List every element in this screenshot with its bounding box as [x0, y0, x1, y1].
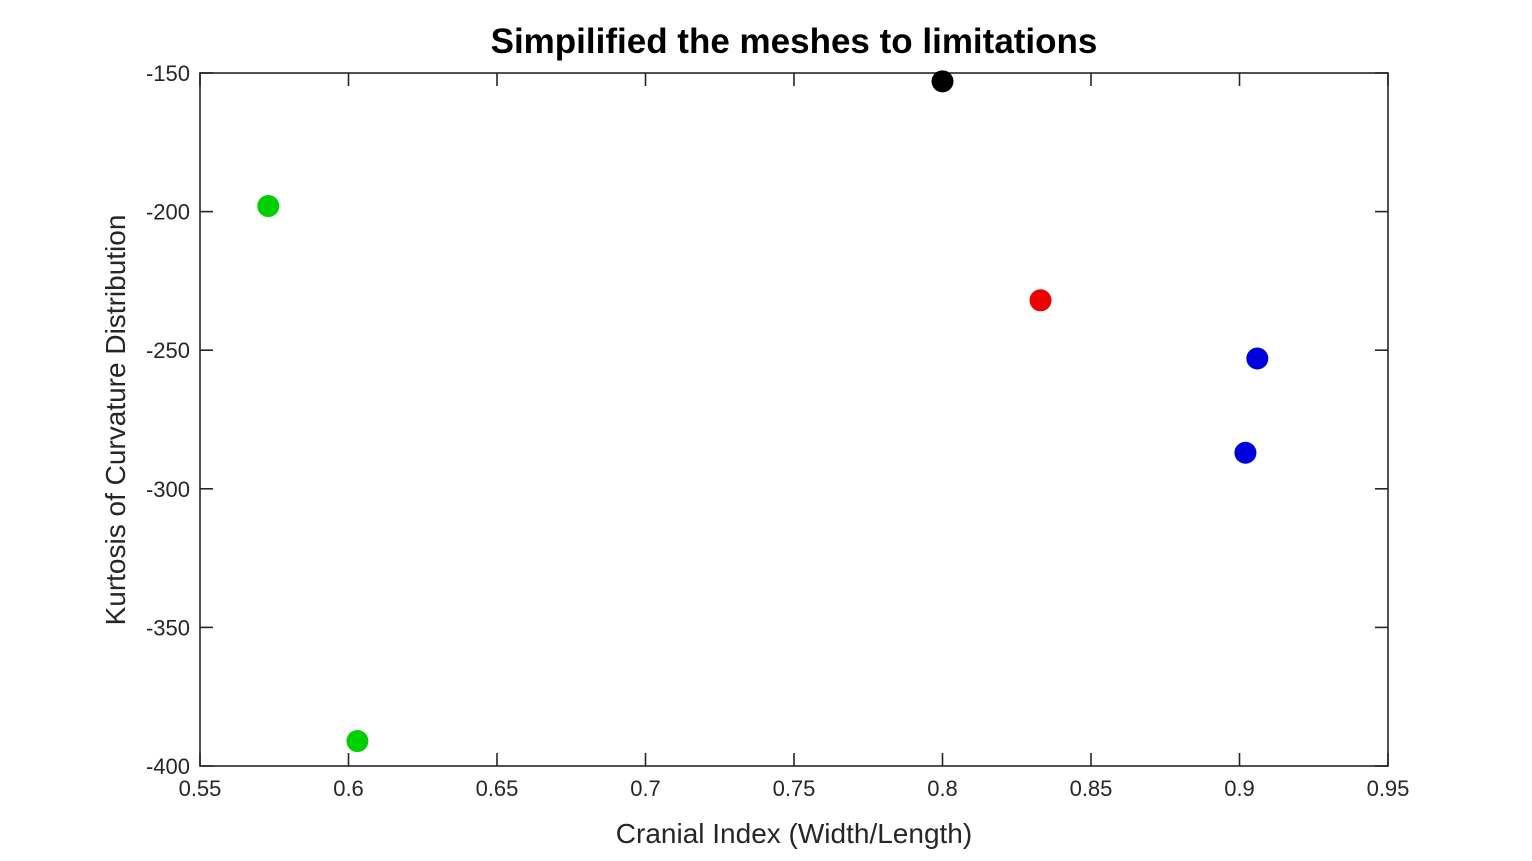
y-tick-label: -200: [146, 200, 190, 225]
y-tick-label: -250: [146, 338, 190, 363]
chart-title: Simpilified the meshes to limitations: [490, 22, 1098, 61]
x-tick-label: 0.8: [927, 776, 958, 801]
x-axis-label: Cranial Index (Width/Length): [615, 818, 973, 849]
x-tick-label: 0.7: [630, 776, 661, 801]
x-tick-label: 0.9: [1224, 776, 1255, 801]
plot-box: [199, 72, 1389, 767]
x-tick-label: 0.75: [773, 776, 816, 801]
data-point-blue: [1234, 441, 1257, 464]
y-tick-label: -300: [146, 477, 190, 502]
y-tick-label: -350: [146, 615, 190, 640]
x-tick-label: 0.65: [476, 776, 519, 801]
x-tick-label: 0.95: [1367, 776, 1410, 801]
x-tick-label: 0.55: [179, 776, 222, 801]
y-tick-label: -400: [146, 754, 190, 779]
y-axis-label: Kurtosis of Curvature Distribution: [100, 214, 131, 626]
data-point-red: [1029, 289, 1052, 312]
data-point-green: [257, 195, 280, 218]
y-tick-label: -150: [146, 61, 190, 86]
data-point-blue: [1246, 347, 1269, 370]
x-tick-label: 0.6: [333, 776, 364, 801]
data-point-green: [346, 730, 369, 753]
x-tick-label: 0.85: [1070, 776, 1113, 801]
data-point-black: [931, 70, 954, 93]
